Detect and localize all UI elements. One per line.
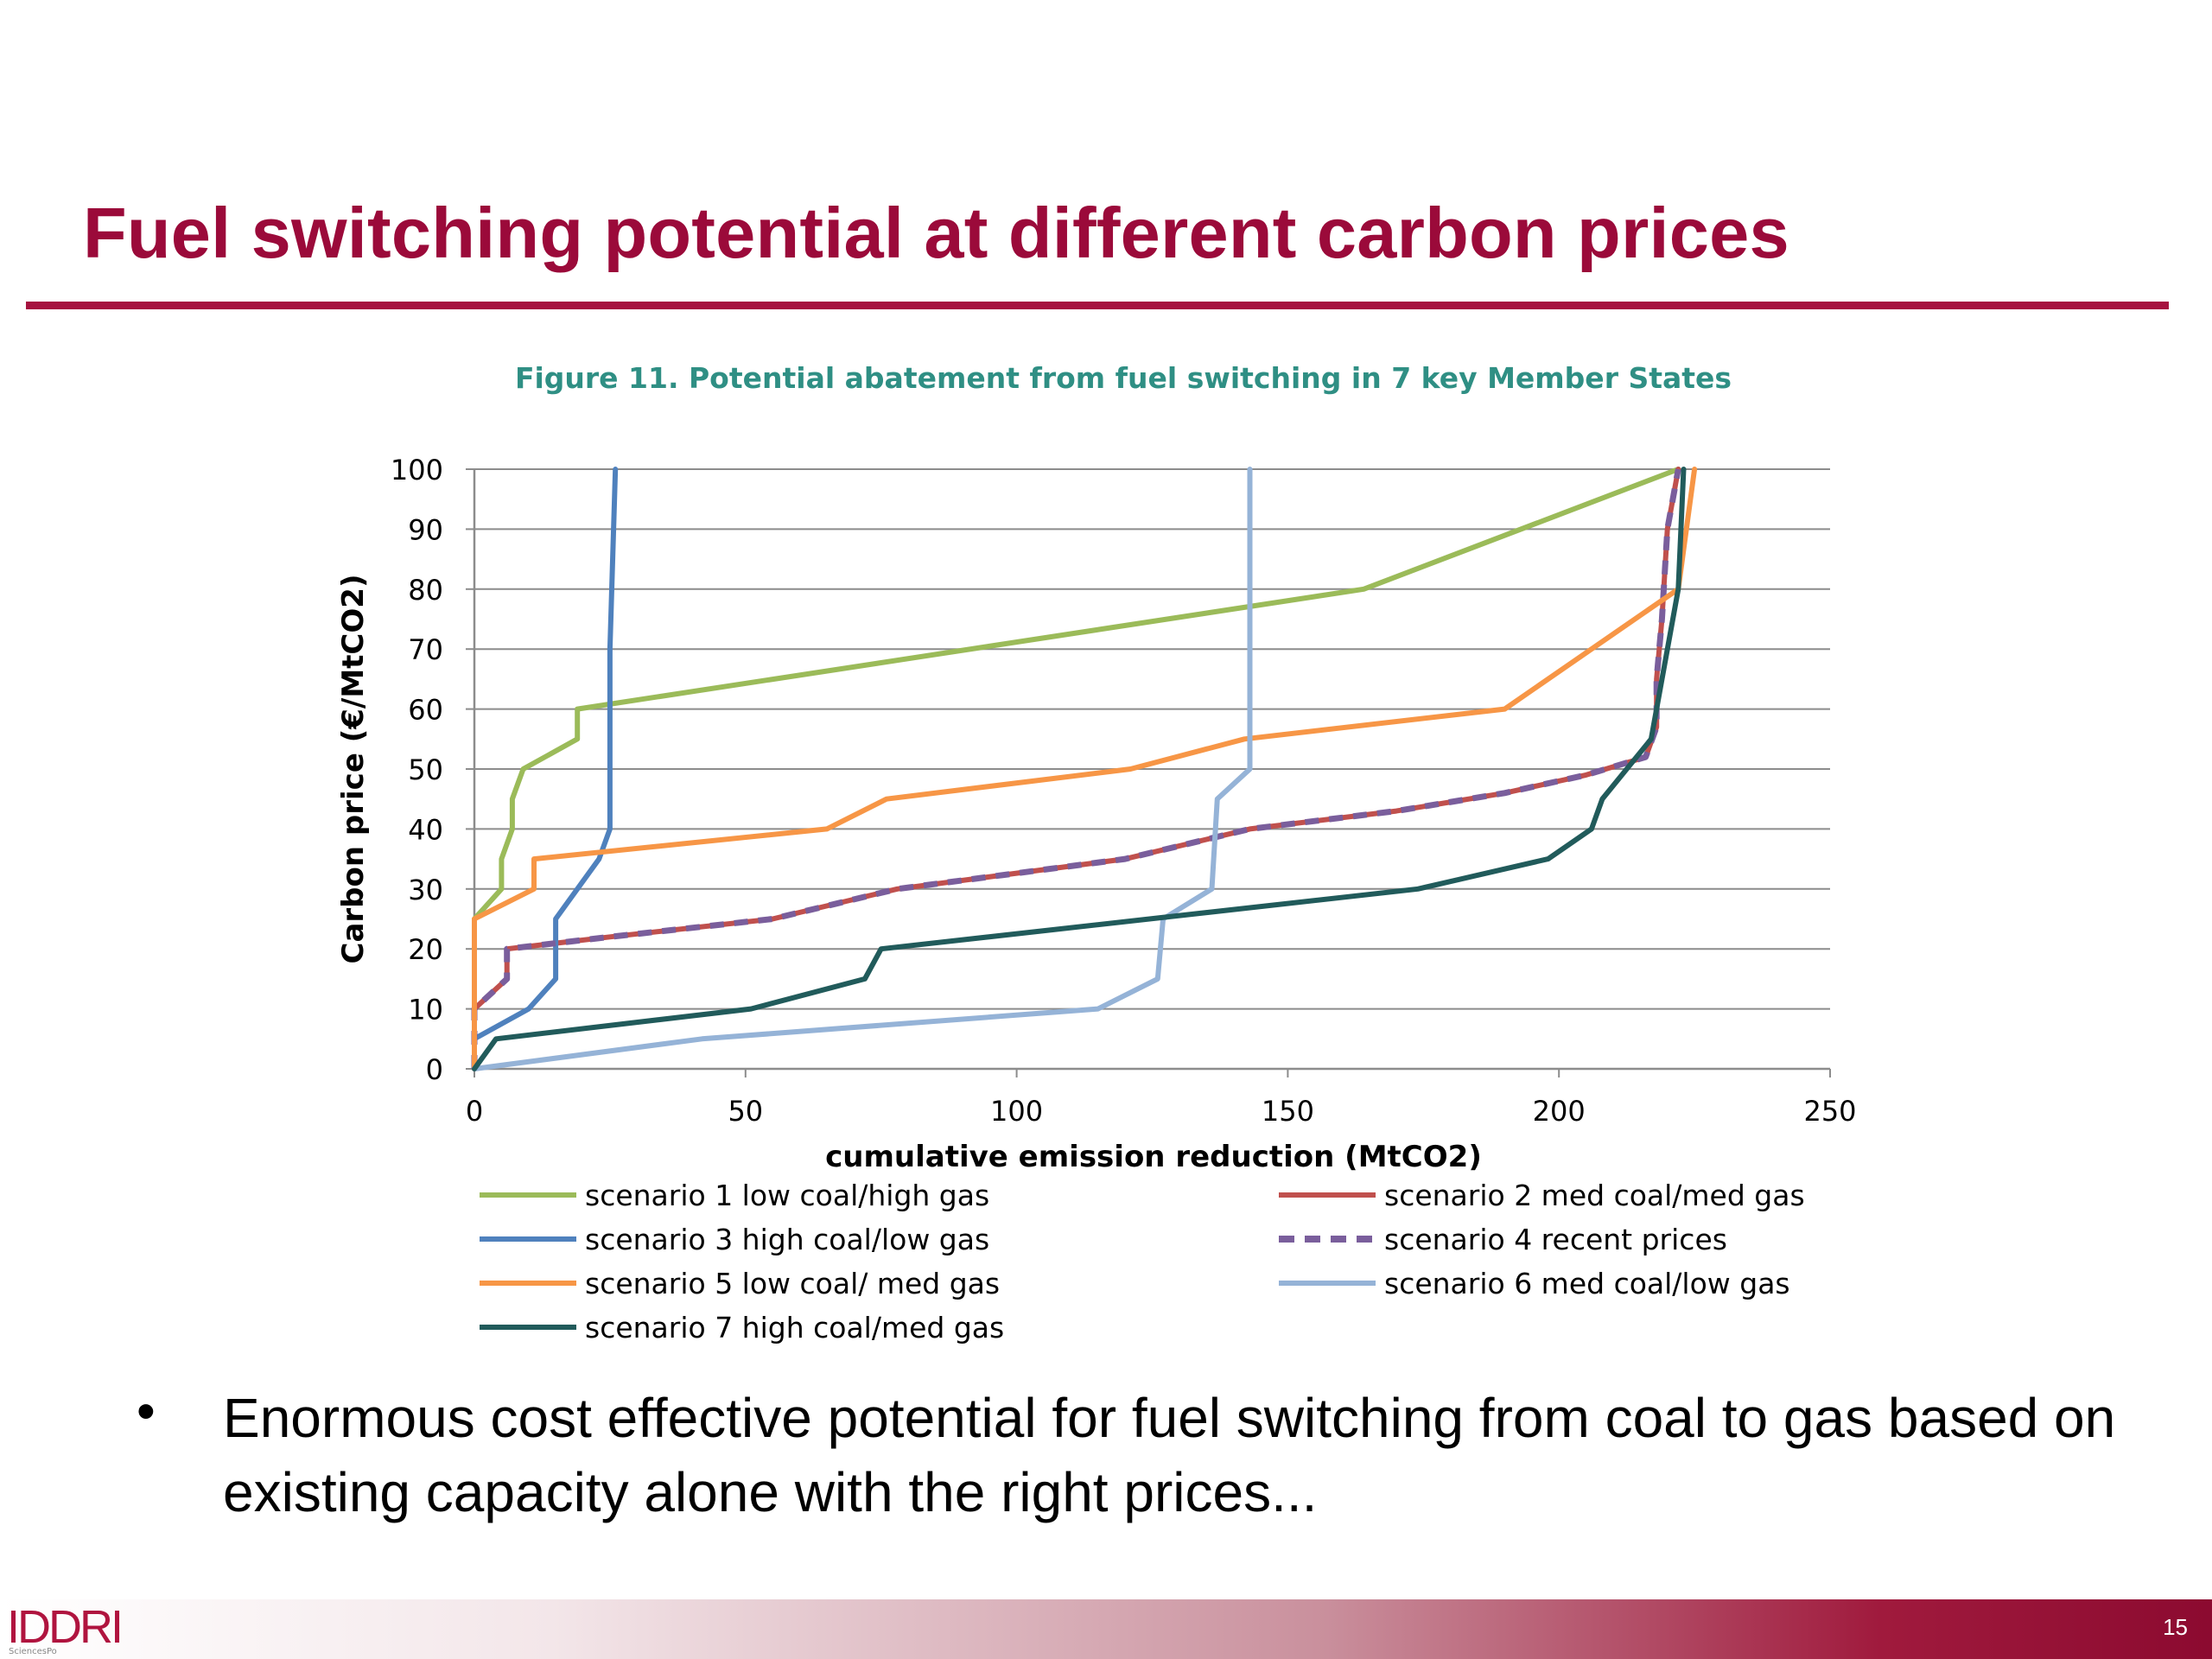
y-tick-label: 100	[391, 454, 443, 486]
bullet-text: Enormous cost effective potential for fu…	[223, 1387, 2116, 1523]
x-axis-label: cumulative emission reduction (MtCO2)	[825, 1140, 1482, 1174]
page-number: 15	[2163, 1614, 2188, 1640]
y-tick-label: 30	[408, 874, 443, 906]
footer-bar	[0, 1599, 2212, 1659]
series-line-scenario-7	[472, 467, 1687, 1071]
legend-label: scenario 6 med coal/low gas	[1384, 1267, 1790, 1300]
y-tick-label: 0	[426, 1053, 443, 1086]
series-line-scenario-3	[472, 467, 619, 1071]
legend-label: scenario 5 low coal/ med gas	[585, 1267, 1000, 1300]
x-tick-label: 150	[1262, 1095, 1314, 1128]
y-tick-label: 20	[408, 933, 443, 966]
chart-axes: 0 10 20 30 40 50 60 70 80 90 100 0 50 100 150 200 250	[391, 454, 1857, 1128]
y-tick-label: 50	[408, 753, 443, 786]
iddri-logo: IDDRI	[7, 1601, 124, 1653]
x-tick-label: 100	[990, 1095, 1043, 1128]
y-tick-label: 60	[408, 694, 443, 727]
y-tick-label: 40	[408, 813, 443, 846]
bullet-marker: •	[137, 1382, 156, 1441]
abatement-chart: 0 10 20 30 40 50 60 70 80 90 100 0 50 100 150 200 250 sc…	[336, 454, 1857, 1344]
chart-series	[471, 467, 1698, 1071]
legend-label: scenario 1 low coal/high gas	[585, 1179, 989, 1212]
chart-legend: scenario 1 low coal/high gas scenario 2 m…	[480, 1179, 1805, 1344]
y-tick-label: 90	[408, 513, 443, 546]
title-divider	[26, 302, 2169, 309]
x-tick-label: 250	[1803, 1095, 1856, 1128]
chart-grid	[474, 468, 1830, 1070]
series-line-scenario-1	[472, 467, 1681, 1071]
legend-label: scenario 2 med coal/med gas	[1384, 1179, 1805, 1212]
y-axis-label: Carbon price (€/MtCO2)	[336, 575, 371, 964]
x-tick-label: 0	[466, 1095, 483, 1128]
slide-title: Fuel switching potential at different ca…	[83, 193, 1789, 273]
y-tick-label: 70	[408, 633, 443, 666]
series-line-scenario-4	[471, 468, 1681, 1069]
x-tick-label: 50	[728, 1095, 763, 1128]
legend-label: scenario 7 high coal/med gas	[585, 1311, 1004, 1344]
legend-label: scenario 4 recent prices	[1384, 1223, 1727, 1256]
legend-label: scenario 3 high coal/low gas	[585, 1223, 989, 1256]
figure-caption: Figure 11. Potential abatement from fuel…	[514, 361, 1732, 395]
x-tick-label: 200	[1533, 1095, 1586, 1128]
y-tick-label: 10	[408, 994, 443, 1027]
sciencespo-logo: SciencesPo	[9, 1647, 57, 1656]
y-tick-label: 80	[408, 574, 443, 607]
series-line-scenario-5	[472, 467, 1698, 1071]
